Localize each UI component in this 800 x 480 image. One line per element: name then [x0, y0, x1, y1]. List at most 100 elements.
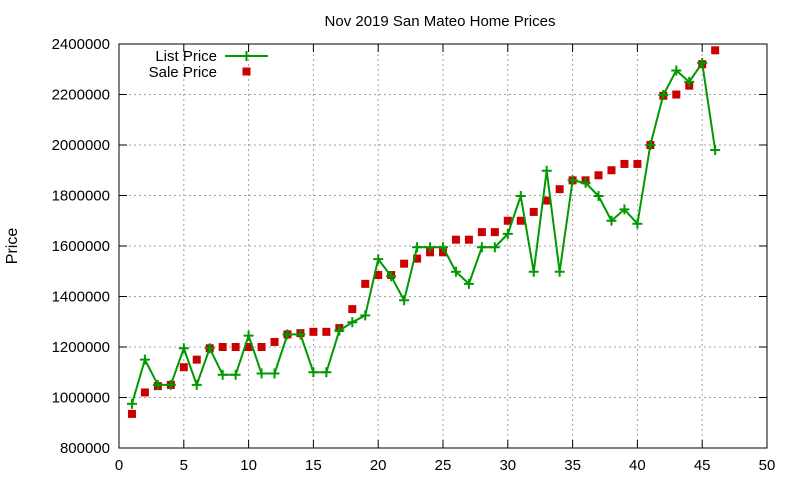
list-price-point [632, 218, 643, 229]
list-price-point [489, 242, 500, 253]
chart-title: Nov 2019 San Mateo Home Prices [325, 13, 556, 30]
list-price-point [463, 278, 474, 289]
sale-price-point [542, 196, 551, 205]
sale-price-point [516, 216, 525, 225]
sale-price-point [179, 363, 188, 372]
x-tick-label: 10 [240, 457, 257, 474]
sale-price-point [711, 46, 720, 55]
list-price-point [321, 367, 332, 378]
sale-price-point [555, 185, 564, 194]
legend-label-sale-price: Sale Price [149, 64, 217, 81]
sale-price-point [439, 248, 447, 257]
list-price-point [191, 379, 202, 390]
list-price-point [697, 57, 708, 68]
list-price-point [425, 242, 436, 253]
list-price-point [204, 343, 215, 354]
sale-price-point [231, 343, 240, 351]
sale-price-point [503, 216, 512, 225]
legend: List Price Sale Price [149, 48, 268, 81]
x-tick-label: 45 [694, 457, 711, 474]
y-tick-label: 1000000 [52, 390, 110, 407]
list-price-point [334, 325, 345, 336]
x-tick-label: 40 [629, 457, 646, 474]
list-price-point [256, 368, 267, 379]
y-tick-label: 2200000 [52, 87, 110, 104]
list-price-point [165, 379, 176, 390]
list-price-point [450, 266, 461, 277]
legend-marker-list-price [241, 51, 252, 61]
list-price-point [230, 369, 241, 380]
list-price-point [619, 204, 630, 215]
list-price-point [152, 379, 163, 390]
list-price-point [645, 140, 656, 150]
list-price-point [178, 343, 189, 354]
sale-price-point [374, 271, 383, 280]
list-price-point [541, 165, 552, 176]
list-price-point [528, 266, 539, 277]
sale-price-point [192, 355, 201, 364]
y-tick-label: 2400000 [52, 36, 110, 53]
x-tick-label: 20 [370, 457, 387, 474]
grid-lines [119, 44, 767, 448]
list-price-point [308, 367, 319, 378]
sale-price-point [400, 259, 409, 268]
legend-label-list-price: List Price [155, 48, 217, 65]
sale-price-point [309, 327, 318, 336]
y-tick-label: 1600000 [52, 238, 110, 255]
sale-price-point [477, 228, 486, 237]
sale-price-point [244, 343, 253, 351]
sale-price-point [127, 409, 136, 418]
sale-price-point [451, 235, 460, 244]
list-price-point [671, 65, 682, 76]
sale-price-point [270, 337, 279, 346]
plot-frame [118, 43, 768, 449]
list-price-point [658, 90, 669, 101]
list-price-point [139, 354, 150, 365]
sale-price-point [348, 305, 357, 314]
x-tick-label: 50 [759, 457, 776, 474]
sale-price-point [322, 327, 331, 336]
list-price-point [554, 266, 565, 277]
list-price-point [269, 368, 280, 379]
list-price-point [217, 369, 228, 380]
list-price-point [243, 330, 254, 341]
list-price-point [282, 329, 293, 340]
list-price-point [373, 254, 384, 265]
list-price-point [580, 177, 591, 188]
x-tick-label: 5 [180, 457, 188, 474]
y-tick-label: 1800000 [52, 188, 110, 205]
list-price-point [502, 228, 513, 239]
sale-price-point [672, 90, 681, 99]
sale-price-point [413, 254, 422, 263]
list-price-point [386, 271, 397, 282]
series-layer [126, 46, 721, 418]
list-price-point [347, 317, 358, 328]
sale-price-point [490, 228, 499, 237]
sale-price-point [633, 159, 642, 168]
series-list-price [126, 57, 721, 409]
list-price-point [438, 242, 448, 253]
sale-price-point [594, 171, 603, 180]
y-tick-label: 800000 [60, 440, 110, 457]
list-price-point [295, 329, 306, 340]
tick-labels: 0 5 10 15 20 25 30 35 40 45 50 800000 1000000 1200000… [52, 36, 776, 474]
list-price-point [684, 76, 695, 87]
y-tick-label: 1200000 [52, 339, 110, 356]
list-price-point [593, 191, 604, 202]
list-price-line [131, 61, 717, 405]
list-price-point [412, 242, 423, 253]
list-price-point [515, 191, 526, 202]
sale-price-point [464, 235, 473, 244]
list-price-point [126, 398, 137, 409]
list-price-point [567, 175, 578, 186]
sale-price-point [140, 388, 149, 397]
list-price-point [476, 242, 487, 253]
y-axis-title: Price [4, 228, 21, 265]
sale-price-point [529, 207, 538, 216]
x-tick-label: 15 [305, 457, 322, 474]
sale-price-point [257, 343, 266, 351]
sale-price-point [607, 166, 616, 175]
list-price-point [399, 295, 410, 306]
sale-price-point [218, 343, 227, 351]
